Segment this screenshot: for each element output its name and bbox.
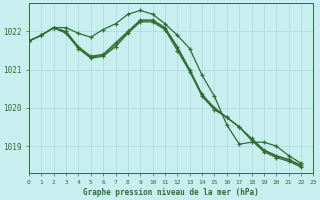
X-axis label: Graphe pression niveau de la mer (hPa): Graphe pression niveau de la mer (hPa) xyxy=(83,188,259,197)
